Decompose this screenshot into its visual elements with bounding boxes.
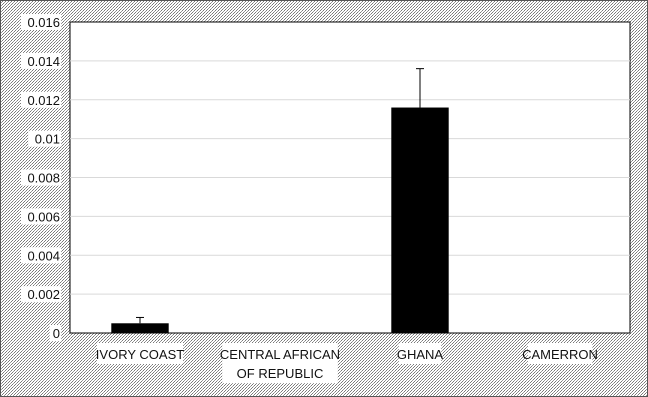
y-tick-label: 0.002 <box>27 287 60 302</box>
x-category-label: CAMERRON <box>522 347 598 362</box>
y-tick-label: 0.004 <box>27 248 60 263</box>
x-category-label-bg <box>222 343 338 383</box>
y-tick-label: 0.008 <box>27 171 60 186</box>
y-tick-label-bg <box>21 52 61 69</box>
y-tick-label: 0.016 <box>27 15 60 30</box>
y-tick-label: 0.01 <box>35 132 60 147</box>
x-category-label: CENTRAL AFRICAN <box>220 347 340 362</box>
y-tick-label: 0.012 <box>27 93 60 108</box>
y-tick-label-bg <box>28 130 61 147</box>
y-tick-label-bg <box>21 208 61 225</box>
y-tick-label-bg <box>49 325 61 341</box>
bar-2 <box>391 107 449 334</box>
y-tick-label-bg <box>21 14 61 30</box>
x-category-label-bg <box>96 343 184 364</box>
y-tick-label-bg <box>21 286 61 303</box>
x-category-label: IVORY COAST <box>96 347 184 362</box>
x-category-label-bg <box>527 343 593 364</box>
y-tick-label-bg <box>21 169 61 186</box>
error-bars <box>136 68 424 324</box>
y-tick-label-bg <box>21 91 61 108</box>
x-category-label: OF REPUBLIC <box>237 366 324 381</box>
y-tick-label-bg <box>21 247 61 264</box>
y-tick-label: 0 <box>53 326 60 341</box>
gridlines <box>70 60 630 295</box>
x-category-label: GHANA <box>397 347 444 362</box>
y-axis-ticks: 0 0.002 0.004 0.006 0.008 0.01 0.012 0.014 0.016 <box>21 14 61 341</box>
x-axis-categories: IVORY COAST CENTRAL AFRICAN OF REPUBLIC GHA… <box>96 343 598 383</box>
y-tick-label: 0.006 <box>27 209 60 224</box>
y-tick-label: 0.014 <box>27 54 60 69</box>
bars <box>111 107 449 334</box>
bar-0 <box>111 323 169 333</box>
x-category-label-bg <box>398 343 442 364</box>
